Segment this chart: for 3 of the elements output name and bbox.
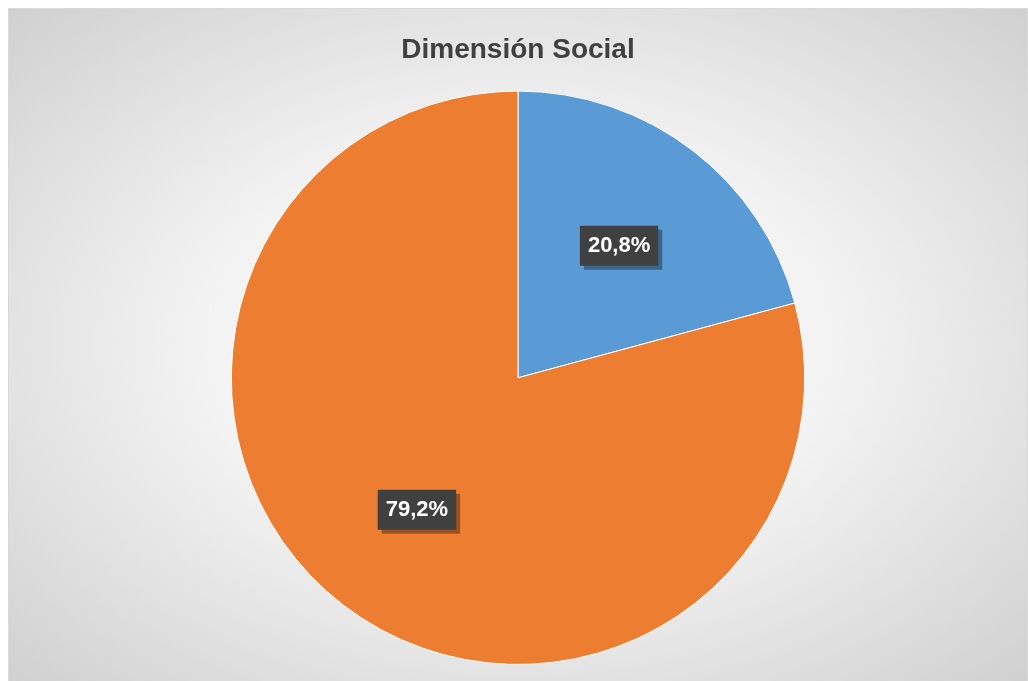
chart-title: Dimensión Social	[401, 32, 635, 64]
data-label: 20,8%	[587, 231, 651, 257]
data-label: 79,2%	[385, 495, 449, 521]
